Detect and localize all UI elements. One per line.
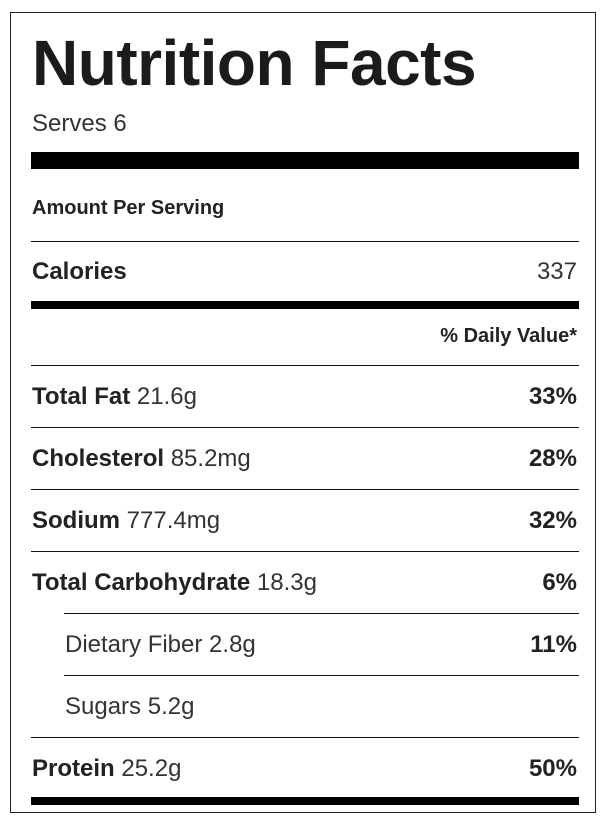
calories-label: Calories (32, 258, 127, 285)
divider (31, 365, 579, 366)
nutrient-amount: 85.2mg (170, 445, 251, 472)
calories-row: Calories 337 (32, 257, 577, 287)
nutrient-text: Dietary Fiber 2.8g (65, 631, 256, 659)
calories-value: 337 (536, 258, 577, 285)
nutrient-text: Cholesterol 85.2mg (32, 445, 251, 473)
nutrient-amount: 2.8g (209, 631, 256, 658)
nutrient-daily-value: 28% (528, 445, 577, 472)
nutrient-text: Total Fat 21.6g (32, 383, 197, 411)
divider (31, 241, 579, 242)
amount-per-serving-row: Amount Per Serving (32, 195, 577, 221)
nutrient-row-sodium: Sodium 777.4mg 32% (32, 506, 577, 536)
daily-value-header-row: % Daily Value* (32, 323, 577, 349)
serves-text: Serves 6 (32, 110, 127, 137)
thick-divider-bottom (31, 797, 579, 805)
divider (31, 427, 579, 428)
indented-divider (64, 613, 579, 614)
nutrient-name: Cholesterol (32, 445, 165, 472)
nutrient-row-total-fat: Total Fat 21.6g 33% (32, 382, 577, 412)
nutrient-name: Sodium (32, 507, 120, 534)
nutrition-label: Nutrition Facts Serves 6 Amount Per Serv… (10, 12, 596, 813)
nutrient-row-sugars: Sugars 5.2g (65, 692, 577, 722)
nutrient-row-protein: Protein 25.2g 50% (32, 754, 577, 784)
nutrient-amount: 5.2g (147, 693, 195, 720)
nutrient-name: Total Fat (32, 383, 131, 410)
indented-divider (64, 675, 579, 676)
nutrient-row-total-carbohydrate: Total Carbohydrate 18.3g 6% (32, 568, 577, 598)
medium-divider (31, 301, 579, 309)
divider (31, 551, 579, 552)
nutrient-text: Total Carbohydrate 18.3g (32, 569, 317, 597)
nutrient-daily-value: 11% (530, 631, 577, 658)
nutrient-daily-value: 50% (528, 755, 577, 782)
divider (31, 489, 579, 490)
nutrient-text: Sodium 777.4mg (32, 507, 220, 535)
nutrient-name: Sugars (65, 693, 142, 720)
nutrient-amount: 21.6g (136, 383, 197, 410)
nutrient-amount: 777.4mg (126, 507, 221, 534)
nutrient-name: Dietary Fiber (65, 631, 203, 658)
amount-per-serving-label: Amount Per Serving (32, 196, 225, 219)
nutrient-name: Protein (32, 755, 115, 782)
daily-value-header: % Daily Value* (440, 324, 577, 347)
nutrient-daily-value: 32% (528, 507, 577, 534)
thick-divider-top (31, 152, 579, 169)
nutrient-amount: 18.3g (256, 569, 317, 596)
nutrient-text: Sugars 5.2g (65, 693, 194, 721)
nutrient-row-cholesterol: Cholesterol 85.2mg 28% (32, 444, 577, 474)
nutrient-daily-value: 33% (528, 383, 577, 410)
nutrient-amount: 25.2g (121, 755, 182, 782)
nutrient-daily-value: 6% (542, 569, 577, 596)
nutrient-text: Protein 25.2g (32, 755, 181, 783)
nutrient-row-dietary-fiber: Dietary Fiber 2.8g 11% (65, 630, 577, 660)
divider (31, 737, 579, 738)
label-title: Nutrition Facts (32, 27, 477, 99)
nutrient-name: Total Carbohydrate (32, 569, 251, 596)
